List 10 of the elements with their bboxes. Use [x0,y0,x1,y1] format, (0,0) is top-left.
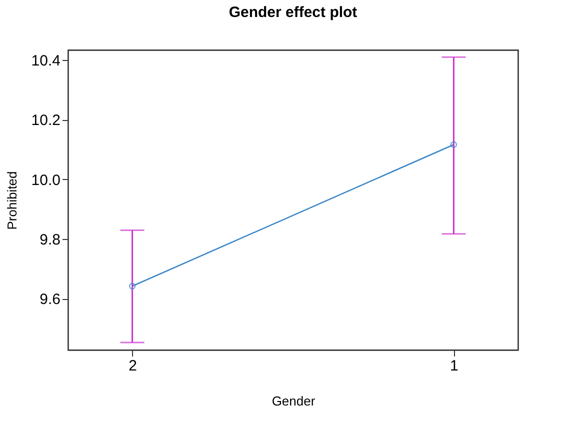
x-axis-title: Gender [272,394,316,408]
x-tick-label: 1 [450,358,458,374]
y-tick-label: 10.4 [31,52,60,70]
chart-title: Gender effect plot [228,4,358,21]
y-tick-label: 9.8 [40,231,60,248]
y-tick-label: 10.2 [31,112,60,130]
y-axis-title: Prohibited [4,171,20,230]
y-tick-label: 9.6 [40,291,60,308]
y-tick-label: 10.0 [31,172,60,189]
x-tick-label: 2 [128,358,137,374]
